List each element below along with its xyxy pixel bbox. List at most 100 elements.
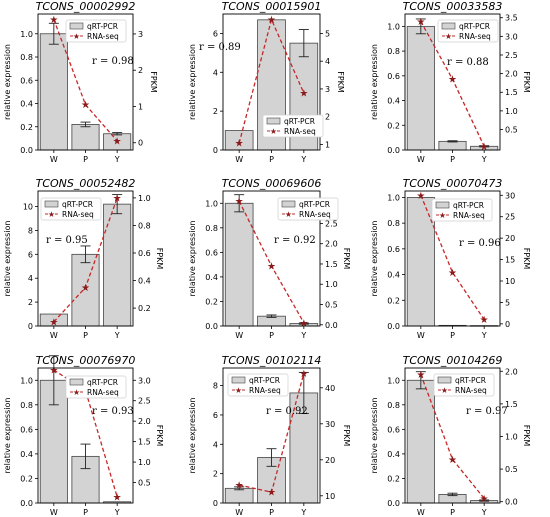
y-left-axis-label: relative expression (188, 44, 197, 120)
x-tick-label: P (450, 331, 455, 340)
y-left-tick-label: 1.0 (387, 376, 400, 385)
rnaseq-line (420, 374, 485, 499)
y-left-tick-label: 0.8 (20, 401, 33, 410)
y-left-tick-label: 0.2 (387, 474, 400, 483)
y-left-tick-label: 8 (213, 382, 218, 391)
rnaseq-line (239, 373, 305, 493)
y-left-tick-label: 1.0 (387, 22, 400, 31)
legend-label-rnaseq: RNA-seq (459, 32, 491, 41)
x-tick-label: W (50, 331, 58, 340)
y-left-tick-label: 0.4 (20, 100, 33, 109)
y-left-tick-label: 0.6 (205, 248, 218, 257)
rnaseq-point-Y: ★ (299, 89, 308, 100)
legend-star-icon: ★ (445, 32, 452, 41)
legend-bar-swatch (441, 22, 456, 30)
correlation-annotation: r = 0.88 (447, 57, 489, 68)
y-left-tick-label: 0.8 (387, 401, 400, 410)
rnaseq-point-P: ★ (267, 488, 276, 499)
x-tick-label: P (83, 155, 88, 164)
rnaseq-line (420, 195, 485, 320)
y-left-axis-label: relative expression (188, 398, 197, 474)
x-tick-label: P (269, 331, 274, 340)
chart-panel: TCONS_00070473★★★W P Y0.00.20.40.60.81.005… (370, 177, 531, 340)
rnaseq-line (238, 17, 305, 144)
y-left-tick-label: 0.0 (387, 146, 400, 155)
legend-bar-swatch (44, 200, 59, 208)
bar-Y (103, 203, 132, 327)
chart-title: TCONS_00076970 (36, 354, 136, 367)
bar-W (39, 33, 68, 151)
y-right-tick-label: 5 (505, 298, 510, 307)
rnaseq-point-Y: ★ (113, 136, 122, 147)
rnaseq-point-W: ★ (235, 197, 244, 208)
bar-P (438, 140, 467, 151)
x-tick-label: W (50, 508, 58, 517)
y-right-tick-label: 0 (505, 320, 510, 329)
rnaseq-point-Y: ★ (480, 315, 489, 326)
legend-bar-swatch (435, 201, 450, 209)
legend-label-rnaseq: RNA-seq (284, 127, 316, 136)
legend-label-rnaseq: RNA-seq (453, 211, 485, 220)
y-right-tick-label: 0.6 (138, 249, 151, 258)
y-right-axis-label: FPKM (522, 425, 531, 447)
x-tick-label: W (50, 155, 58, 164)
y-left-tick-label: 1.0 (20, 30, 33, 39)
chart-title: TCONS_00052482 (36, 177, 136, 190)
y-right-tick-label: 1.0 (325, 280, 338, 289)
x-tick-label: Y (481, 508, 487, 517)
legend: qRT-PCR ★ RNA-seq (277, 197, 339, 221)
x-tick-label: P (83, 331, 88, 340)
y-left-tick-label: 0.2 (20, 474, 33, 483)
legend-label-rnaseq: RNA-seq (87, 32, 119, 41)
correlation-annotation: r = 0.92 (266, 406, 308, 417)
x-tick-label: Y (481, 155, 487, 164)
legend-label-qrtpcr: qRT-PCR (249, 376, 280, 385)
y-left-tick-label: 4 (213, 440, 218, 449)
y-right-tick-label: 0.0 (505, 498, 518, 507)
y-left-tick-label: 0.4 (387, 450, 400, 459)
y-left-axis-label: relative expression (370, 398, 379, 474)
bar-W (406, 197, 435, 327)
legend: qRT-PCR ★ RNA-seq (227, 373, 289, 397)
y-right-tick-label: 2.5 (505, 51, 518, 60)
legend-label-qrtpcr: qRT-PCR (299, 200, 330, 209)
y-right-tick-label: 0.5 (325, 301, 338, 310)
y-right-tick-label: 5 (325, 29, 330, 38)
chart-title: TCONS_00002992 (36, 0, 136, 13)
chart-title: TCONS_00033583 (403, 0, 503, 13)
y-left-axis-label: relative expression (370, 44, 379, 120)
y-left-tick-label: 0.0 (20, 146, 33, 155)
legend: qRT-PCR ★ RNA-seq (262, 114, 324, 138)
y-right-axis-label: FPKM (149, 71, 158, 93)
legend: qRT-PCR ★ RNA-seq (40, 197, 102, 221)
chart-panel: TCONS_00015901 ★ ★ ★ W P Y 0 2 4 6 1 2 3 4 5 relative ex… (188, 0, 345, 164)
y-right-tick-label: 0.5 (505, 465, 518, 474)
y-right-axis-label: FPKM (522, 71, 531, 93)
y-right-tick-label: 0.5 (138, 479, 151, 488)
y-right-tick-label: 1.5 (138, 438, 151, 447)
legend-label-rnaseq: RNA-seq (87, 388, 119, 397)
rnaseq-point-Y: ★ (113, 193, 122, 204)
y-left-tick-label: 2 (28, 298, 33, 307)
legend-star-icon: ★ (73, 388, 80, 397)
y-left-tick-label: 0.2 (387, 121, 400, 130)
y-right-tick-label: 20 (505, 234, 515, 243)
y-left-tick-label: 0.4 (387, 97, 400, 106)
legend-bar-swatch (69, 22, 84, 30)
correlation-annotation: r = 0.89 (199, 42, 241, 53)
legend-bar-swatch (281, 200, 296, 208)
rnaseq-point-Y: ★ (480, 494, 489, 505)
rnaseq-point-P: ★ (448, 268, 457, 279)
correlation-annotation: r = 0.98 (92, 56, 134, 67)
x-tick-label: W (235, 331, 243, 340)
y-right-tick-label: 0 (138, 139, 143, 148)
y-right-tick-label: 30 (505, 191, 515, 200)
legend-star-icon: ★ (439, 211, 446, 220)
chart-panel: TCONS_00076970★★★WPY0.00.20.40.60.81.00.… (3, 354, 164, 517)
legend-bar-swatch (437, 376, 452, 384)
rnaseq-line (53, 369, 118, 498)
y-right-tick-label: 0.2 (138, 304, 151, 313)
correlation-annotation: r = 0.96 (459, 238, 501, 249)
x-tick-label: W (417, 508, 425, 517)
bar-W (406, 379, 435, 504)
